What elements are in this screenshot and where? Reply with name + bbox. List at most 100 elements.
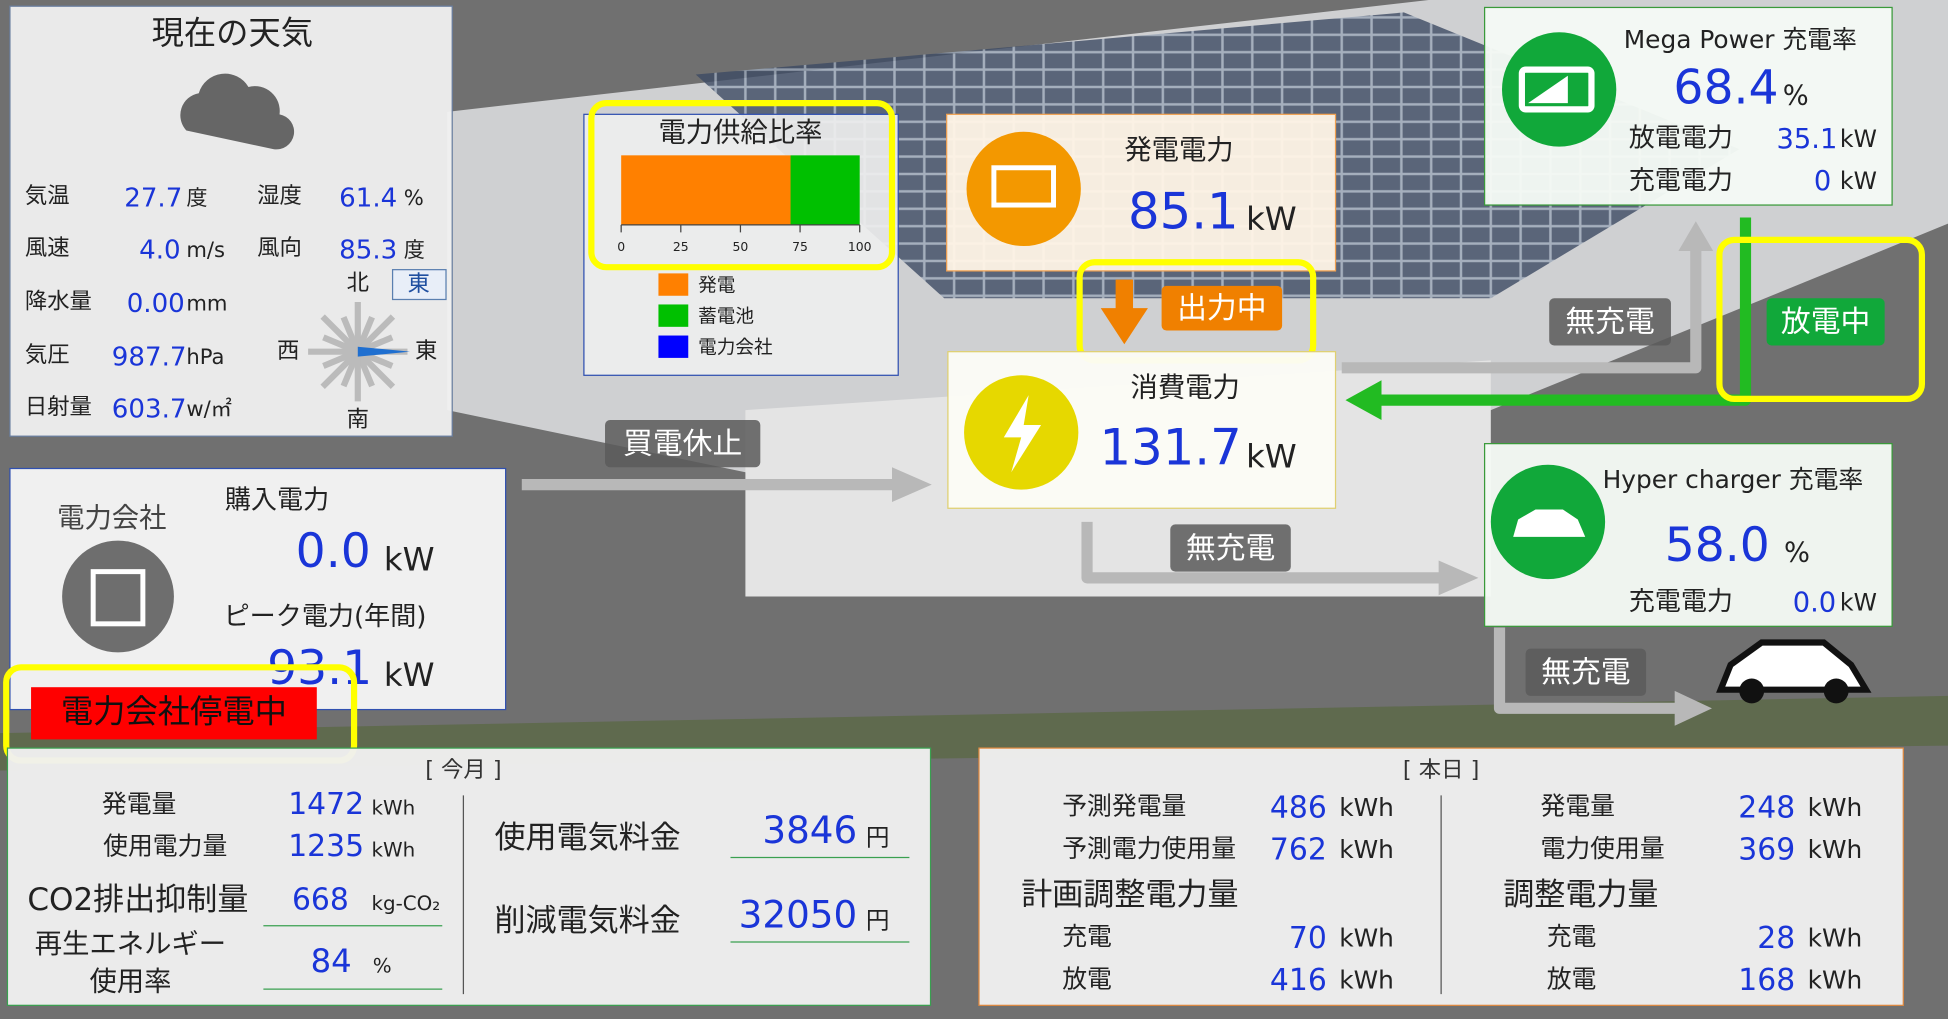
temperature-unit: 度 (186, 185, 207, 210)
wind-speed-unit: m/s (186, 237, 225, 262)
today-title: [ 本日 ] (1403, 757, 1479, 783)
forecast-generation-label: 予測発電量 (1062, 792, 1186, 821)
forecast-usage-label: 予測電力使用量 (1062, 834, 1236, 863)
plan-discharge-label: 放電 (1062, 964, 1112, 993)
adjust-discharge-value: 168 (1738, 963, 1795, 998)
ratio-bar (621, 155, 790, 225)
solar-icon (967, 132, 1081, 246)
battery-unit: % (1783, 80, 1809, 111)
generation-unit: kWh (371, 796, 415, 819)
wind-speed-label: 風速 (25, 235, 70, 261)
rainfall-label: 降水量 (25, 288, 92, 314)
consumption-unit: kW (1246, 438, 1297, 476)
weather-title: 現在の天気 (152, 14, 313, 52)
today-plan-title: 計画調整電力量 (1021, 877, 1238, 913)
status-label: 買電休止 (623, 426, 742, 461)
body: 買電休止無充電無充電無充電現在の天気気温27.7度湿度61.4%風速4.0m/s… (0, 0, 1948, 1019)
status-label: 無充電 (1186, 531, 1275, 566)
status-label: 無充電 (1541, 655, 1630, 690)
tick-label: 0 (617, 239, 625, 254)
charge-value: 0 (1814, 166, 1831, 197)
charger-title: Hyper charger 充電率 (1603, 465, 1864, 494)
usage-unit: kWh (371, 839, 415, 862)
forecast-generation-value: 486 (1270, 790, 1327, 825)
temperature-label: 気温 (25, 183, 70, 209)
tick-label: 25 (673, 239, 689, 254)
battery-title: Mega Power 充電率 (1624, 25, 1857, 54)
compass-direction: 東 (407, 271, 429, 297)
status-label: 放電中 (1781, 305, 1870, 340)
discharge-label: 放電電力 (1629, 124, 1733, 154)
purchase-label: 購入電力 (225, 485, 329, 515)
utility-title: 電力会社 (57, 503, 166, 534)
generation-label: 発電量 (1541, 792, 1616, 821)
charge-unit: kW (1840, 167, 1877, 195)
rainfall-value: 0.00 (127, 289, 185, 319)
saving-unit: 円 (866, 907, 890, 935)
generation-unit: kWh (1808, 793, 1863, 822)
charger-unit: % (1784, 538, 1810, 569)
legend-label: 発電 (698, 275, 735, 296)
generation-label: 発電電力 (1124, 135, 1233, 166)
plan-discharge-unit: kWh (1339, 966, 1394, 995)
pressure-label: 気圧 (25, 342, 70, 368)
plan-charge-label: 充電 (1062, 922, 1112, 951)
humidity-value: 61.4 (339, 183, 397, 213)
generation-unit: kW (1246, 200, 1297, 238)
status-label: 無充電 (1565, 305, 1654, 340)
co2-value: 668 (292, 882, 349, 917)
car-wheel (1824, 679, 1849, 704)
rainfall-unit: mm (186, 290, 227, 315)
legend-swatch (658, 273, 688, 295)
wind-direction-unit: 度 (404, 237, 425, 262)
solar-label: 日射量 (25, 394, 92, 420)
saving-label: 削減電気料金 (494, 903, 680, 939)
legend-label: 蓄電池 (698, 306, 754, 327)
pressure-unit: hPa (186, 344, 224, 369)
utility-alert: 電力会社停電中 (61, 692, 287, 730)
purchase-value: 0.0 (296, 524, 371, 579)
tick-label: 50 (733, 239, 749, 254)
co2-label: CO2排出抑制量 (27, 882, 248, 918)
wind-direction-value: 85.3 (339, 236, 397, 266)
discharge-value: 35.1 (1777, 124, 1838, 155)
page: Energy dashboard {"weather": {"title": "… (0, 0, 1948, 1019)
forecast-generation-unit: kWh (1339, 793, 1394, 822)
compass-north: 北 (347, 270, 369, 296)
humidity-label: 湿度 (257, 183, 302, 209)
co2-unit: kg-CO₂ (371, 892, 440, 915)
peak-label: ピーク電力(年間) (224, 602, 427, 632)
dashboard: 買電休止無充電無充電無充電現在の天気気温27.7度湿度61.4%風速4.0m/s… (0, 0, 1948, 1019)
wind-speed-value: 4.0 (139, 236, 180, 266)
weather-panel (10, 6, 452, 436)
adjust-discharge-unit: kWh (1808, 966, 1863, 995)
arrow-shaft (1116, 280, 1133, 311)
plan-charge-value: 70 (1289, 921, 1327, 956)
forecast-usage-unit: kWh (1339, 835, 1394, 864)
status-label: 出力中 (1177, 291, 1266, 326)
generation-value: 248 (1738, 790, 1795, 825)
discharge-unit: kW (1840, 125, 1877, 153)
legend-swatch (658, 304, 688, 326)
wind-direction-label: 風向 (257, 235, 302, 261)
plan-discharge-value: 416 (1270, 963, 1327, 998)
cost-unit: 円 (866, 823, 890, 851)
charge-unit: kW (1840, 588, 1877, 616)
usage-unit: kWh (1808, 835, 1863, 864)
purchase-unit: kW (384, 541, 435, 579)
renewable-label-1: 再生エネルギー (35, 929, 226, 960)
today-adjust-title: 調整電力量 (1503, 877, 1658, 913)
adjust-charge-unit: kWh (1808, 923, 1863, 952)
consumption-label: 消費電力 (1131, 372, 1240, 403)
generation-value: 1472 (288, 787, 364, 822)
solar-unit: w/㎡ (186, 396, 231, 421)
solar-value: 603.7 (112, 395, 187, 425)
supply-ratio-title: 電力供給比率 (658, 118, 822, 149)
ratio-bar (791, 155, 860, 225)
saving-value: 32050 (739, 893, 858, 937)
renewable-label-2: 使用率 (89, 966, 171, 997)
legend-label: 電力会社 (698, 337, 773, 358)
charge-label: 充電電力 (1629, 166, 1733, 196)
car-wheel (1739, 679, 1764, 704)
usage-label: 電力使用量 (1541, 834, 1665, 863)
